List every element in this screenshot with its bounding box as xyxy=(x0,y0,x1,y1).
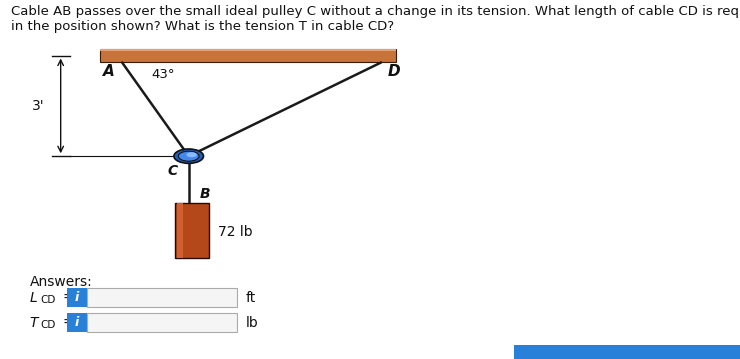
Text: CD: CD xyxy=(41,320,56,330)
Bar xyxy=(100,49,396,62)
Circle shape xyxy=(174,149,204,163)
Text: T: T xyxy=(30,316,38,330)
Bar xyxy=(87,288,237,307)
Bar xyxy=(514,345,740,359)
Text: 43°: 43° xyxy=(152,68,175,81)
Text: Cable AB passes over the small ideal pulley C without a change in its tension. W: Cable AB passes over the small ideal pul… xyxy=(11,5,740,33)
Text: CD: CD xyxy=(41,295,56,305)
Text: i: i xyxy=(75,291,79,304)
Text: 3': 3' xyxy=(32,99,44,113)
Text: B: B xyxy=(200,187,210,201)
Text: =: = xyxy=(63,316,75,330)
Text: i: i xyxy=(75,316,79,329)
Circle shape xyxy=(186,152,197,157)
Bar xyxy=(177,203,184,258)
Bar xyxy=(175,203,209,258)
Text: lb: lb xyxy=(246,316,258,330)
Text: C: C xyxy=(167,164,178,177)
Text: ft: ft xyxy=(246,291,256,304)
Circle shape xyxy=(178,151,199,161)
Text: L: L xyxy=(30,291,37,304)
Text: A: A xyxy=(103,64,115,79)
Text: Answers:: Answers: xyxy=(30,275,92,289)
Bar xyxy=(67,288,87,307)
Text: 72 lb: 72 lb xyxy=(218,225,253,238)
Bar xyxy=(87,313,237,332)
Text: =: = xyxy=(63,291,75,304)
Bar xyxy=(100,49,396,51)
Bar xyxy=(67,313,87,332)
Text: D: D xyxy=(388,64,401,79)
